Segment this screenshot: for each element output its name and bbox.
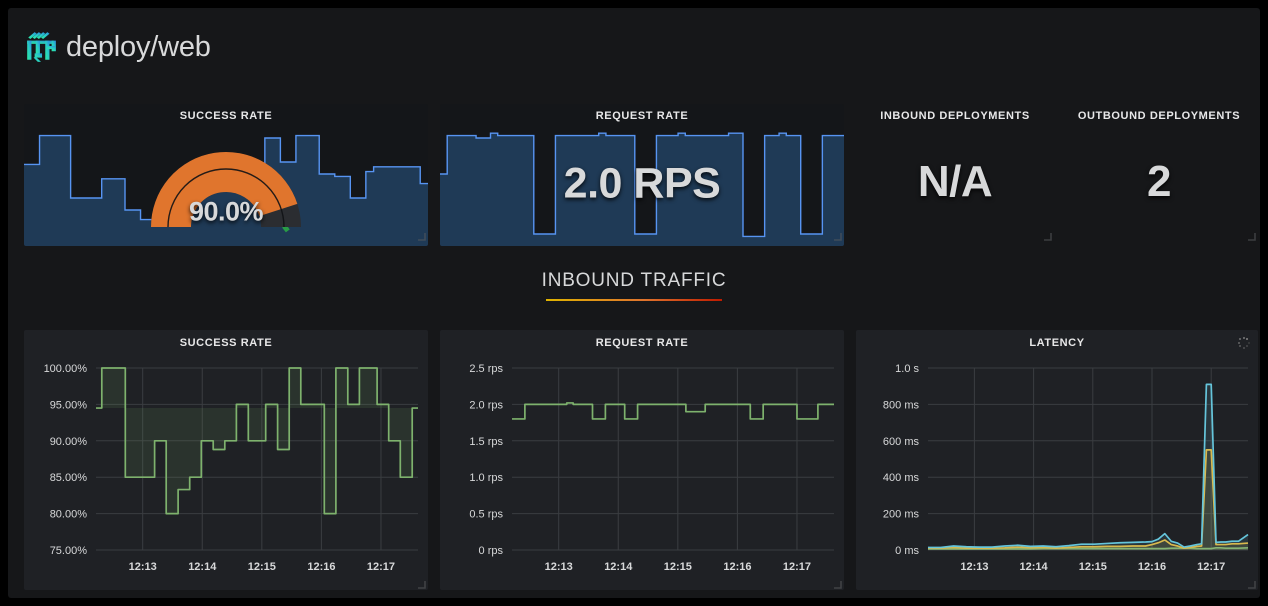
loading-spinner-icon <box>1237 336 1250 349</box>
svg-text:200 ms: 200 ms <box>883 509 920 521</box>
request-rate-sparkline <box>440 126 844 246</box>
svg-text:100.00%: 100.00% <box>44 363 88 375</box>
svg-text:0 rps: 0 rps <box>479 545 504 557</box>
resize-handle-icon[interactable] <box>1043 232 1052 241</box>
svg-text:12:13: 12:13 <box>129 561 157 573</box>
chart-inbound-latency[interactable]: 0 ms 200 ms 400 ms 600 ms 800 ms 1.0 s 12:13 12… <box>856 354 1258 590</box>
resize-handle-icon[interactable] <box>833 232 842 241</box>
panel-inbound-deployments[interactable]: INBOUND DEPLOYMENTS N/A <box>856 104 1054 246</box>
page-title: deploy/web <box>66 31 211 63</box>
resize-handle-icon[interactable] <box>833 580 842 589</box>
panel-title-request-rate: REQUEST RATE <box>595 110 689 122</box>
svg-text:12:17: 12:17 <box>1197 561 1225 573</box>
svg-text:12:16: 12:16 <box>307 561 335 573</box>
panel-success-rate-stat[interactable]: SUCCESS RATE 90.0% <box>24 104 428 246</box>
svg-text:12:17: 12:17 <box>783 561 811 573</box>
svg-text:12:17: 12:17 <box>367 561 395 573</box>
svg-text:0.5 rps: 0.5 rps <box>469 509 503 521</box>
panel-request-rate-stat[interactable]: REQUEST RATE 2.0 RPS <box>440 104 844 246</box>
svg-text:0 ms: 0 ms <box>895 545 919 557</box>
resize-handle-icon[interactable] <box>417 232 426 241</box>
success-rate-gauge <box>151 152 301 233</box>
svg-text:2.5 rps: 2.5 rps <box>469 363 503 375</box>
inbound-deployments-value: N/A <box>917 156 993 206</box>
svg-text:400 ms: 400 ms <box>883 472 920 484</box>
linkerd-logo-icon <box>24 30 58 64</box>
panel-inbound-success-rate[interactable]: SUCCESS RATE 75.00% 80.00% 85.00% 90.00% 95.… <box>24 330 428 590</box>
svg-text:12:15: 12:15 <box>1079 561 1107 573</box>
svg-text:1.0 rps: 1.0 rps <box>469 472 503 484</box>
svg-text:12:16: 12:16 <box>1138 561 1166 573</box>
svg-text:90.00%: 90.00% <box>50 436 88 448</box>
resize-handle-icon[interactable] <box>417 580 426 589</box>
panel-title-inbound-success-rate: SUCCESS RATE <box>179 337 273 349</box>
svg-text:12:15: 12:15 <box>664 561 692 573</box>
svg-text:12:14: 12:14 <box>1020 561 1049 573</box>
svg-text:85.00%: 85.00% <box>50 472 88 484</box>
dashboard-header: deploy/web <box>24 30 211 64</box>
svg-text:80.00%: 80.00% <box>50 509 88 521</box>
svg-text:75.00%: 75.00% <box>50 545 88 557</box>
chart-inbound-success-rate[interactable]: 75.00% 80.00% 85.00% 90.00% 95.00% 100.00% 12:… <box>24 354 428 590</box>
row-header-label: INBOUND TRAFFIC <box>541 270 727 291</box>
panel-title-success-rate: SUCCESS RATE <box>179 110 273 122</box>
panel-title-inbound-request-rate: REQUEST RATE <box>595 337 689 349</box>
svg-text:800 ms: 800 ms <box>883 399 920 411</box>
row-header-inbound-traffic[interactable]: INBOUND TRAFFIC <box>8 270 1260 301</box>
panel-title-inbound-deployments: INBOUND DEPLOYMENTS <box>880 110 1030 122</box>
svg-text:1.0 s: 1.0 s <box>895 363 919 375</box>
svg-text:1.5 rps: 1.5 rps <box>469 436 503 448</box>
request-rate-value: 2.0 RPS <box>563 159 721 208</box>
svg-text:12:15: 12:15 <box>248 561 276 573</box>
resize-handle-icon[interactable] <box>1247 580 1256 589</box>
svg-text:12:14: 12:14 <box>188 561 217 573</box>
panel-title-outbound-deployments: OUTBOUND DEPLOYMENTS <box>1077 110 1241 122</box>
svg-text:12:13: 12:13 <box>960 561 988 573</box>
panel-title-inbound-latency: LATENCY <box>1029 337 1085 349</box>
panel-inbound-latency[interactable]: LATENCY 0 ms 200 ms 400 ms 600 ms 800 ms 1.0 … <box>856 330 1258 590</box>
panel-inbound-request-rate[interactable]: REQUEST RATE 0 rps 0.5 rps 1.0 rps 1.5 rps 2… <box>440 330 844 590</box>
row-header-underline <box>546 299 722 301</box>
panel-outbound-deployments[interactable]: OUTBOUND DEPLOYMENTS 2 <box>1060 104 1258 246</box>
chart-inbound-request-rate[interactable]: 0 rps 0.5 rps 1.0 rps 1.5 rps 2.0 rps 2.5 rps… <box>440 354 844 590</box>
svg-text:95.00%: 95.00% <box>50 399 88 411</box>
dashboard-frame: deploy/web SUCCESS RATE 90.0% R <box>8 8 1260 598</box>
resize-handle-icon[interactable] <box>1247 232 1256 241</box>
svg-text:12:14: 12:14 <box>604 561 633 573</box>
success-rate-value: 90.0% <box>188 196 264 227</box>
svg-text:12:16: 12:16 <box>723 561 751 573</box>
svg-text:600 ms: 600 ms <box>883 436 920 448</box>
outbound-deployments-value: 2 <box>1147 156 1171 206</box>
svg-text:2.0 rps: 2.0 rps <box>469 399 503 411</box>
svg-text:12:13: 12:13 <box>545 561 573 573</box>
